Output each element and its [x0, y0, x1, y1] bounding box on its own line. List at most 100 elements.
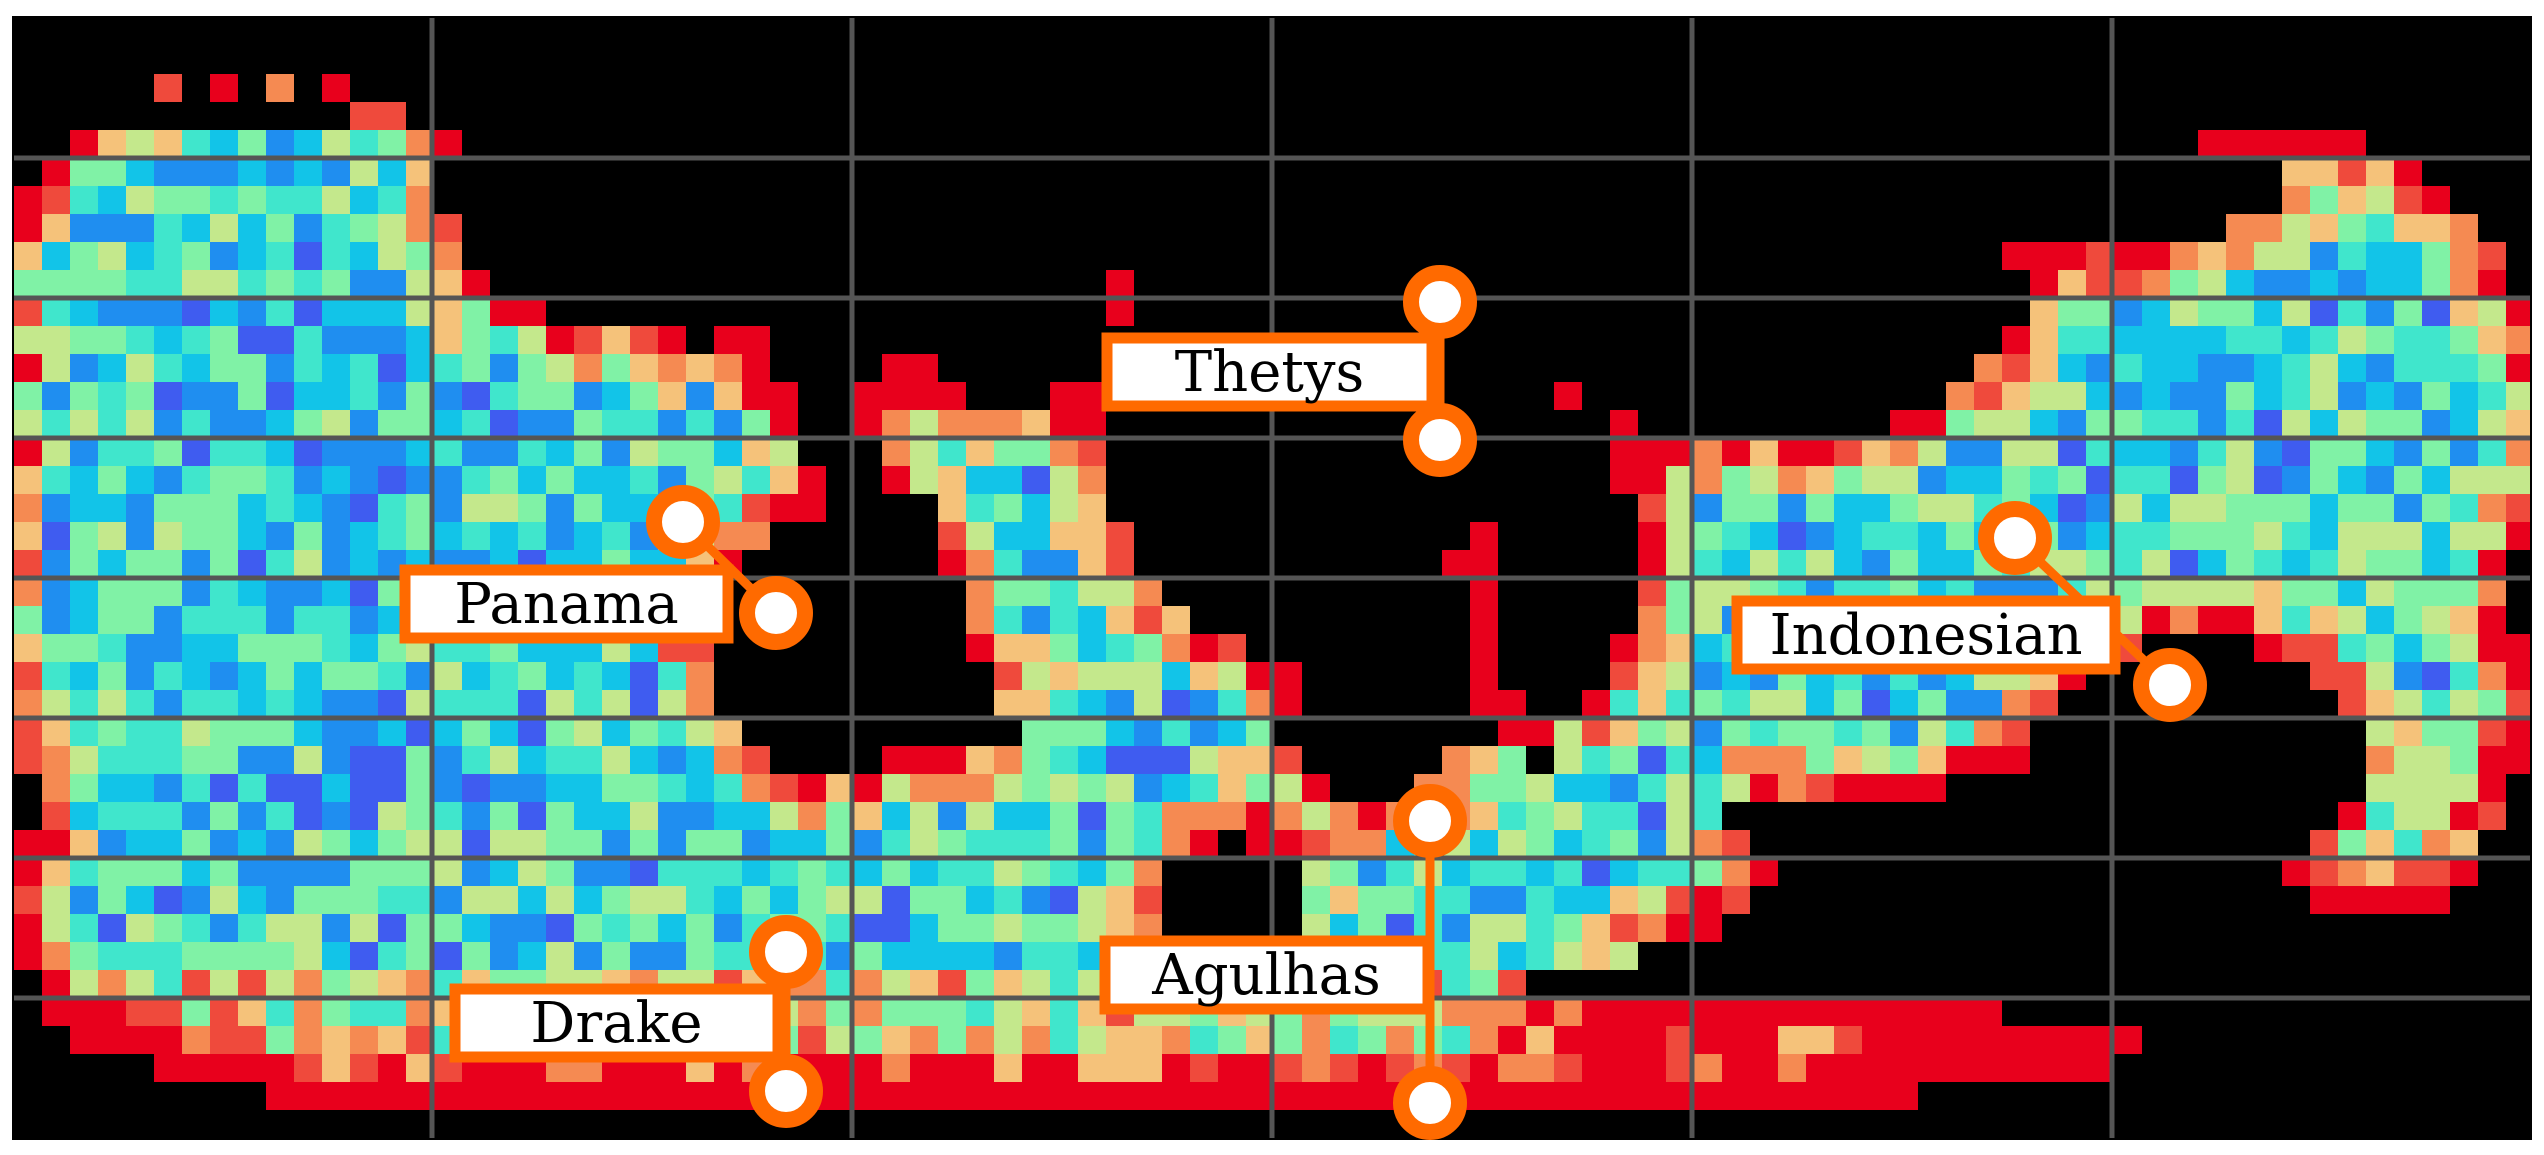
ocean-cell — [518, 746, 546, 774]
gateway-label-drake: Drake — [530, 991, 702, 1056]
ocean-cell — [2310, 354, 2338, 382]
ocean-cell — [154, 326, 182, 354]
ocean-cell — [686, 802, 714, 830]
ocean-cell — [14, 886, 42, 914]
ocean-cell — [2030, 382, 2058, 410]
ocean-cell — [2338, 158, 2366, 186]
ocean-cell — [1974, 1054, 2002, 1082]
ocean-cell — [994, 410, 1022, 438]
ocean-cell — [546, 942, 574, 970]
ocean-cell — [350, 774, 378, 802]
ocean-cell — [378, 746, 406, 774]
ocean-cell — [2254, 522, 2282, 550]
ocean-cell — [854, 1026, 882, 1054]
ocean-cell — [1834, 466, 1862, 494]
ocean-cell — [798, 466, 826, 494]
ocean-cell — [1946, 1026, 1974, 1054]
ocean-cell — [154, 354, 182, 382]
ocean-cell — [70, 550, 98, 578]
ocean-cell — [1862, 550, 1890, 578]
ocean-cell — [1806, 494, 1834, 522]
ocean-cells — [14, 74, 2530, 1110]
ocean-cell — [70, 606, 98, 634]
ocean-cell — [2310, 578, 2338, 606]
ocean-cell — [238, 466, 266, 494]
ocean-cell — [210, 718, 238, 746]
ocean-cell — [1890, 410, 1918, 438]
ocean-cell — [238, 718, 266, 746]
ocean-cell — [1890, 998, 1918, 1026]
ocean-cell — [2450, 494, 2478, 522]
ocean-cell — [126, 746, 154, 774]
ocean-cell — [574, 382, 602, 410]
ocean-cell — [2366, 550, 2394, 578]
ocean-cell — [938, 1054, 966, 1082]
ocean-cell — [2338, 326, 2366, 354]
ocean-cell — [406, 298, 434, 326]
ocean-cell — [518, 410, 546, 438]
ocean-cell — [210, 942, 238, 970]
ocean-cell — [2170, 438, 2198, 466]
ocean-cell — [1666, 1082, 1694, 1110]
ocean-cell — [1470, 914, 1498, 942]
ocean-cell — [2170, 326, 2198, 354]
ocean-cell — [2478, 354, 2506, 382]
ocean-cell — [406, 242, 434, 270]
gateway-endpoint-marker — [749, 1054, 823, 1128]
ocean-cell — [42, 466, 70, 494]
ocean-cell — [1638, 662, 1666, 690]
ocean-cell — [2170, 466, 2198, 494]
ocean-cell — [1834, 438, 1862, 466]
ocean-cell — [1050, 438, 1078, 466]
ocean-cell — [1890, 774, 1918, 802]
ocean-cell — [2002, 410, 2030, 438]
ocean-cell — [1498, 886, 1526, 914]
ocean-cell — [2366, 886, 2394, 914]
ocean-cell — [14, 942, 42, 970]
ocean-cell — [266, 718, 294, 746]
ocean-cell — [2310, 410, 2338, 438]
ocean-cell — [686, 858, 714, 886]
ocean-cell — [742, 774, 770, 802]
ocean-cell — [154, 242, 182, 270]
ocean-cell — [210, 242, 238, 270]
ocean-cell — [14, 326, 42, 354]
ocean-cell — [2198, 130, 2226, 158]
ocean-cell — [1918, 1026, 1946, 1054]
ocean-cell — [266, 550, 294, 578]
ocean-cell — [2450, 270, 2478, 298]
ocean-cell — [1974, 410, 2002, 438]
ocean-cell — [1190, 1054, 1218, 1082]
ocean-cell — [266, 410, 294, 438]
ocean-cell — [1218, 1082, 1246, 1110]
ocean-cell — [462, 858, 490, 886]
ocean-cell — [406, 662, 434, 690]
ocean-cell — [350, 606, 378, 634]
ocean-cell — [2366, 326, 2394, 354]
ocean-cell — [546, 494, 574, 522]
ocean-cell — [1666, 522, 1694, 550]
ocean-cell — [2422, 466, 2450, 494]
ocean-cell — [182, 662, 210, 690]
ocean-cell — [1078, 774, 1106, 802]
ocean-cell — [70, 130, 98, 158]
ocean-cell — [574, 494, 602, 522]
ocean-cell — [1078, 606, 1106, 634]
ocean-cell — [2506, 354, 2530, 382]
ocean-cell — [2310, 466, 2338, 494]
ocean-cell — [238, 438, 266, 466]
ocean-cell — [350, 158, 378, 186]
ocean-cell — [966, 438, 994, 466]
ocean-cell — [322, 494, 350, 522]
ocean-cell — [2030, 410, 2058, 438]
ocean-cell — [1610, 1082, 1638, 1110]
ocean-cell — [1106, 858, 1134, 886]
ocean-cell — [42, 634, 70, 662]
ocean-cell — [1134, 858, 1162, 886]
ocean-cell — [2450, 214, 2478, 242]
ocean-cell — [1694, 662, 1722, 690]
ocean-cell — [994, 830, 1022, 858]
ocean-cell — [154, 522, 182, 550]
ocean-cell — [2506, 410, 2530, 438]
ocean-cell — [294, 690, 322, 718]
